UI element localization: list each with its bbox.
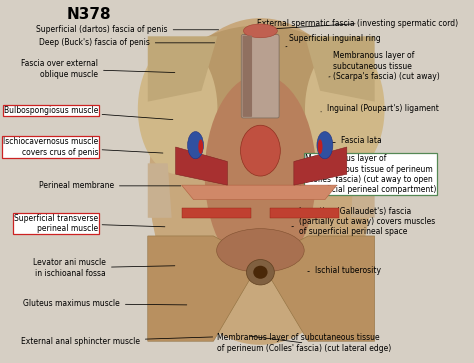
Text: Bulbospongiosus muscle: Bulbospongiosus muscle — [4, 106, 173, 119]
Text: Deep (Buck's) fascia of penis: Deep (Buck's) fascia of penis — [39, 38, 215, 47]
Text: Fascia over external
oblique muscle: Fascia over external oblique muscle — [21, 59, 175, 79]
Text: N378: N378 — [67, 7, 111, 22]
Polygon shape — [148, 36, 218, 102]
Polygon shape — [305, 36, 374, 102]
Text: Ischiocavernosus muscle
covers crus of penis: Ischiocavernosus muscle covers crus of p… — [3, 137, 163, 157]
Ellipse shape — [138, 44, 218, 174]
Ellipse shape — [149, 18, 372, 345]
FancyBboxPatch shape — [241, 34, 279, 118]
Polygon shape — [270, 208, 339, 218]
Text: Inguinal (Poupart's) ligament: Inguinal (Poupart's) ligament — [321, 105, 439, 113]
FancyBboxPatch shape — [243, 36, 252, 117]
Ellipse shape — [188, 132, 203, 159]
Ellipse shape — [198, 139, 203, 154]
Text: Levator ani muscle
in ischioanal fossa: Levator ani muscle in ischioanal fossa — [33, 258, 175, 278]
Text: Superficial (dartos) fascia of penis: Superficial (dartos) fascia of penis — [36, 25, 219, 34]
Polygon shape — [148, 163, 172, 218]
Text: Superficial transverse
perineal muscle: Superficial transverse perineal muscle — [14, 213, 165, 233]
Text: External anal sphincter muscle: External anal sphincter muscle — [21, 337, 213, 346]
Text: Perineal membrane: Perineal membrane — [39, 182, 181, 190]
Ellipse shape — [244, 24, 277, 38]
Circle shape — [246, 260, 274, 285]
Polygon shape — [260, 236, 374, 341]
Text: Gluteus maximus muscle: Gluteus maximus muscle — [23, 299, 187, 308]
Ellipse shape — [318, 139, 322, 154]
Text: Membranous layer of subcutaneous tissue
of perineum (Colles' fascia) (cut latera: Membranous layer of subcutaneous tissue … — [218, 333, 392, 353]
Polygon shape — [182, 185, 337, 200]
Text: Skin: Skin — [243, 34, 259, 43]
Text: Fascia lata: Fascia lata — [324, 136, 382, 145]
Polygon shape — [351, 163, 374, 218]
Text: Membranous layer of
subcutaneous tissue
(Scarpa's fascia) (cut away): Membranous layer of subcutaneous tissue … — [329, 51, 439, 81]
Text: Investing (Gallaudet's) fascia
(partially cut away) covers muscles
of superficia: Investing (Gallaudet's) fascia (partiall… — [292, 207, 435, 236]
Circle shape — [253, 266, 268, 279]
Text: Superficial inguinal ring: Superficial inguinal ring — [286, 34, 381, 47]
Ellipse shape — [217, 229, 304, 272]
Text: Membranous layer of
subcutaneous tissue of perineum
(Colles' fascia) (cut away t: Membranous layer of subcutaneous tissue … — [300, 154, 437, 194]
Polygon shape — [148, 236, 260, 341]
Polygon shape — [182, 208, 251, 218]
Ellipse shape — [305, 44, 384, 174]
Polygon shape — [176, 147, 228, 185]
Polygon shape — [294, 147, 347, 185]
Text: External spermatic fascia (investing spermatic cord): External spermatic fascia (investing spe… — [257, 19, 458, 29]
Text: Ischial tuberosity: Ischial tuberosity — [308, 266, 381, 275]
Ellipse shape — [205, 74, 316, 274]
Ellipse shape — [173, 25, 348, 134]
Ellipse shape — [317, 132, 333, 159]
Ellipse shape — [240, 125, 280, 176]
